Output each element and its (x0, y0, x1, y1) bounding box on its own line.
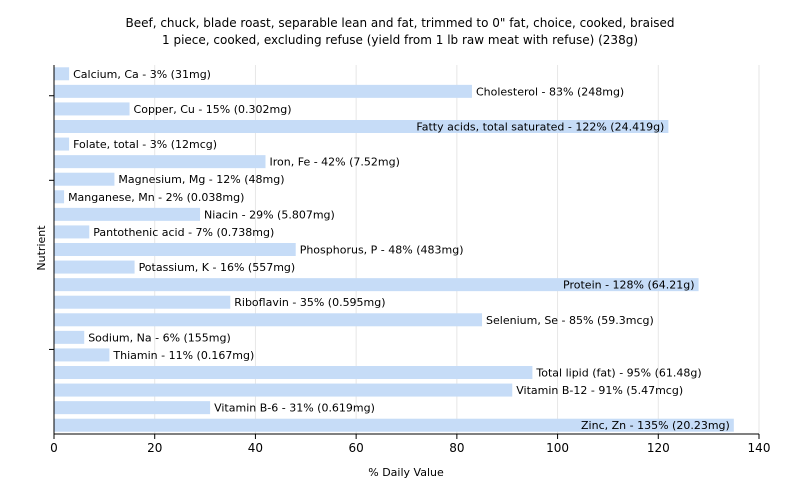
bar (54, 84, 472, 98)
bar-label: Phosphorus, P - 48% (483mg) (300, 244, 464, 257)
x-tick-label: 120 (647, 441, 670, 455)
bar (54, 260, 135, 274)
bar-label: Total lipid (fat) - 95% (61.48g) (535, 367, 701, 380)
bar (54, 313, 483, 327)
y-axis-label: Nutrient (35, 225, 48, 271)
bar-label: Magnesium, Mg - 12% (48mg) (118, 173, 284, 186)
bar (54, 383, 513, 397)
bar (54, 207, 201, 221)
bar-label: Riboflavin - 35% (0.595mg) (234, 296, 385, 309)
bar (54, 155, 266, 169)
bar-label: Sodium, Na - 6% (155mg) (88, 331, 231, 344)
bar-label: Thiamin - 11% (0.167mg) (112, 349, 254, 362)
chart-title-line1: Beef, chuck, blade roast, separable lean… (125, 16, 674, 30)
bar-label: Copper, Cu - 15% (0.302mg) (134, 103, 292, 116)
bar-label: Cholesterol - 83% (248mg) (476, 85, 624, 98)
x-tick-label: 100 (546, 441, 569, 455)
bar (54, 172, 115, 186)
bar (54, 330, 85, 344)
bar-label: Calcium, Ca - 3% (31mg) (73, 68, 211, 81)
bar (54, 225, 90, 239)
bar-label: Vitamin B-6 - 31% (0.619mg) (214, 402, 375, 415)
bar-label: Niacin - 29% (5.807mg) (204, 208, 335, 221)
bar (54, 102, 130, 116)
x-axis-label: % Daily Value (368, 466, 444, 479)
x-tick-label: 20 (147, 441, 162, 455)
bar (54, 67, 70, 81)
bar (54, 418, 734, 432)
bar (54, 190, 65, 204)
bar (54, 348, 110, 362)
bars: Calcium, Ca - 3% (31mg) Cholesterol - 83%… (54, 67, 734, 432)
bar-label: Protein - 128% (64.21g) (563, 279, 695, 292)
bar (54, 120, 669, 133)
chart-title-line2: 1 piece, cooked, excluding refuse (yield… (162, 33, 638, 47)
x-tick-label: 60 (349, 441, 364, 455)
bar-label: Folate, total - 3% (12mcg) (73, 138, 217, 151)
bar (54, 366, 533, 379)
axes: 0 20 40 60 80 100 120 140 (49, 65, 770, 455)
bar-label: Fatty acids, total saturated - 122% (24.… (416, 121, 664, 134)
bar-label: Iron, Fe - 42% (7.52mg) (270, 156, 400, 169)
bar (54, 137, 70, 151)
bar (54, 401, 211, 415)
bar-label: Manganese, Mn - 2% (0.038mg) (68, 191, 244, 204)
bar (54, 295, 231, 309)
bar-label: Selenium, Se - 85% (59.3mcg) (486, 314, 654, 327)
bar (54, 278, 699, 292)
x-tick-label: 40 (248, 441, 263, 455)
bar-label: Pantothenic acid - 7% (0.738mg) (93, 226, 274, 239)
bar-label: Zinc, Zn - 135% (20.23mg) (581, 419, 730, 432)
x-tick-label: 140 (748, 441, 771, 455)
bar (54, 243, 296, 256)
x-tick-label: 80 (449, 441, 464, 455)
x-tick-label: 0 (50, 441, 58, 455)
bar-label: Potassium, K - 16% (557mg) (139, 261, 296, 274)
bar-label: Vitamin B-12 - 91% (5.47mcg) (516, 384, 683, 397)
